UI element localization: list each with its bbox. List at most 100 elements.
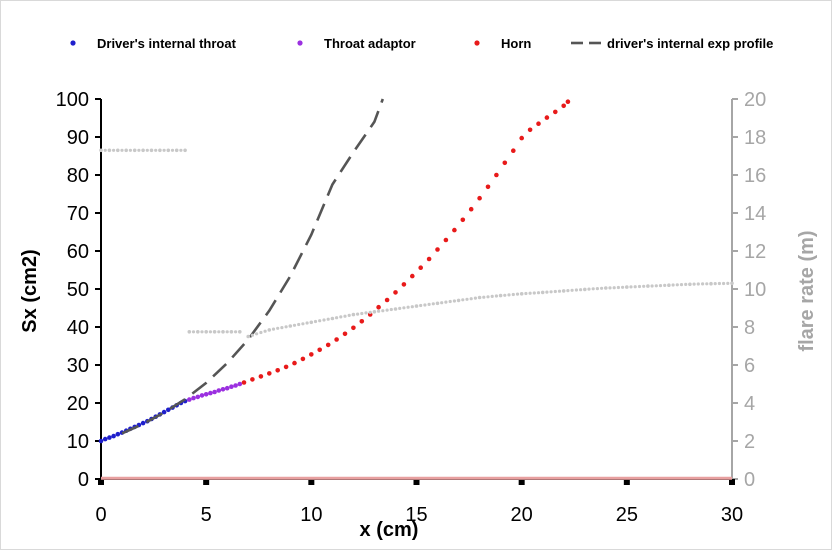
flare-rate-point [196,330,200,334]
flare-rate-point [145,148,149,152]
flare-rate-point [183,148,187,153]
horn-point [410,273,415,279]
flare-rate-point [154,148,158,152]
x-tick-mark [203,479,210,485]
flare-rate-point [271,327,276,331]
flare-rate-point [330,316,335,321]
x-tick-mark [518,479,525,485]
horn-point [376,304,381,310]
flare-rate-point [688,282,692,287]
flare-rate-point [553,289,557,294]
flare-rate-point [149,148,154,153]
legend: Driver's internal throat Throat adaptor Ho… [70,36,773,51]
flare-rate-point [221,330,225,334]
x-tick-label: 20 [511,504,533,526]
horn-point [292,360,297,366]
flare-rate-point [318,319,322,323]
horn-point [309,352,314,357]
flare-rate-point [174,148,179,153]
driver-s-internal-throat-point [161,409,167,415]
horn-point [561,103,566,109]
y-axis-title: Sx (cm2) [19,249,41,332]
legend-swatch [70,40,76,46]
flare-rate-point [658,284,663,288]
horn-point [477,195,482,201]
y2-tick-label: 18 [744,127,766,149]
flare-rate-point [448,299,452,304]
flare-rate-point [566,289,570,293]
horn-point [325,342,331,348]
throat-adaptor-point [220,387,226,392]
y-tick-label: 50 [67,279,89,301]
horn-point [334,337,339,342]
flare-rate-point [549,290,553,294]
flare-rate-point [166,148,171,153]
flare-rate-point [263,329,267,333]
throat-adaptor-point [191,395,196,401]
horn-point [241,380,247,385]
flare-rate-point [574,288,579,292]
horn-point [536,121,541,126]
flare-rate-point [705,282,709,286]
flare-rate-point [406,305,410,309]
flare-rate-point [667,283,671,288]
y-tick-label: 80 [67,165,89,187]
flare-rate-point [507,293,511,297]
flare-rate-point [663,283,667,287]
flare-rate-point [305,321,309,325]
flare-rate-point [730,281,734,286]
flare-rate-point [465,297,469,301]
horn-point [351,325,356,331]
throat-adaptor-point [233,383,238,388]
flare-rate-point [440,301,444,305]
flare-rate-point [637,284,642,289]
flare-rate-point [536,291,541,295]
flare-rate-point [621,285,625,289]
flare-rate-point [679,283,684,287]
flare-rate-point [246,334,250,339]
flare-rate-point [162,148,166,152]
horn-point [401,282,407,287]
flare-rate-point [498,293,503,298]
flare-rate-point [444,300,448,304]
flare-rate-point [112,148,116,152]
flare-rate-point [343,314,347,318]
flare-rate-point [540,290,545,295]
y-tick-label: 70 [67,203,89,225]
flare-rate-point [579,288,583,292]
flare-rate-point [360,311,364,316]
flare-rate-point [128,148,132,152]
flare-rate-point [646,284,650,288]
flare-rate-point [625,285,629,289]
horn-point [342,331,348,337]
flare-rate-point [191,330,196,334]
flare-rate-point [225,330,229,334]
y-tick-label: 40 [67,317,89,339]
flare-rate-point [292,323,297,327]
flare-rate-point [494,294,498,298]
flare-rate-point [557,289,562,293]
flare-rate-point [482,295,486,299]
flare-rate-point [301,322,305,326]
driver-s-internal-throat-point [107,435,112,440]
x-tick-label: 30 [721,504,743,526]
x-tick-label: 10 [300,504,322,526]
horn-point [553,109,558,115]
flare-rate-point [322,318,326,322]
flare-rate-point [612,286,616,290]
flare-rate-point [288,324,293,328]
driver-s-internal-throat-point [115,431,121,437]
flare-rate-point [187,330,192,334]
flare-rate-point [410,305,414,309]
flare-rate-point [116,148,120,153]
horn-point [460,217,466,223]
y-tick-label: 20 [67,393,89,415]
throat-adaptor-point [212,389,217,395]
horn-point [494,172,499,178]
throat-adaptor-point [229,384,234,390]
flare-rate-point [280,326,284,330]
flare-rate-point [701,282,705,286]
throat-adaptor-point [187,397,192,402]
legend-swatch [297,40,303,46]
